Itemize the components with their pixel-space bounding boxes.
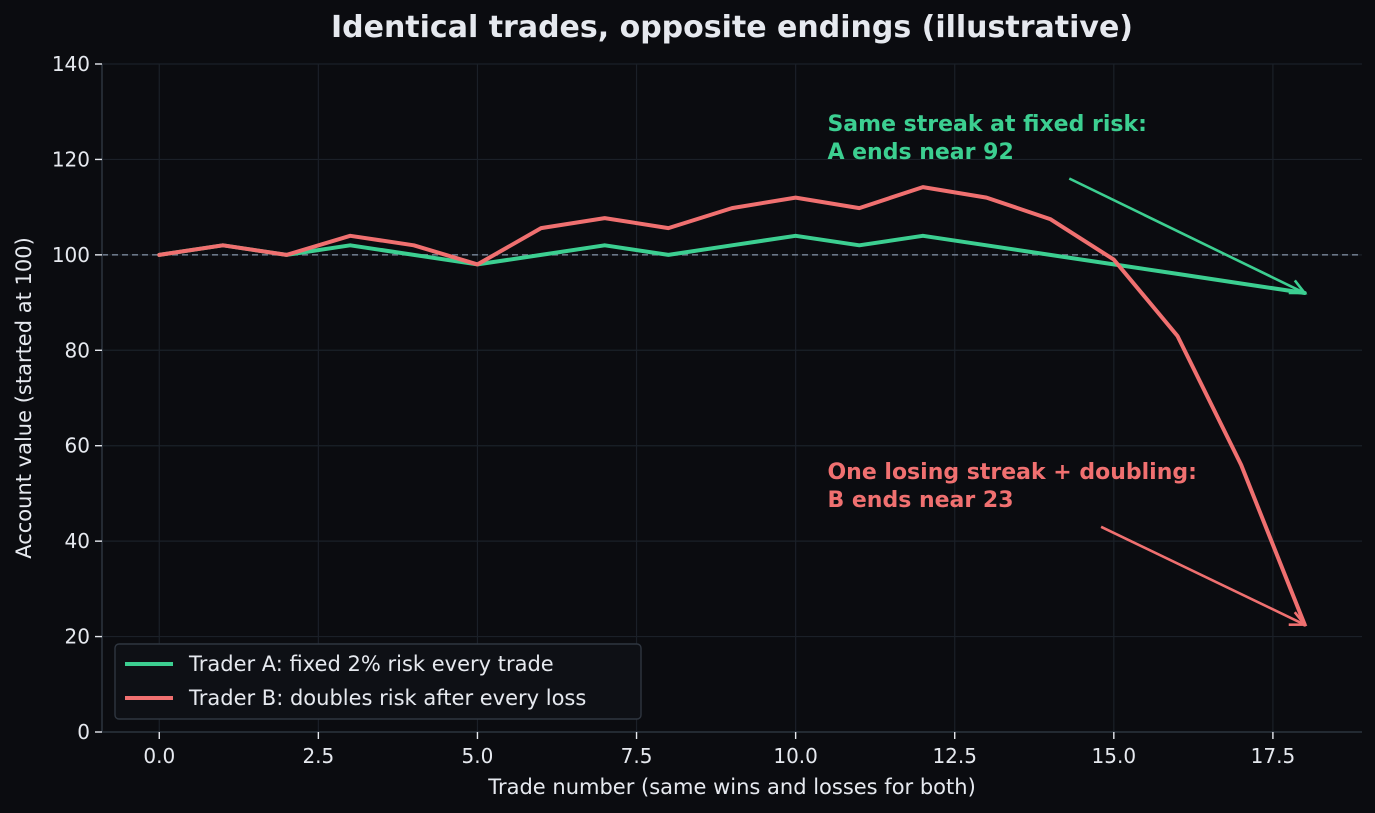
x-tick-label: 12.5	[932, 744, 977, 768]
series-line-trader-a	[157, 233, 1307, 295]
x-tick-label: 0.0	[143, 744, 175, 768]
y-tick-label: 40	[65, 529, 90, 553]
annotation-arrow-trader-b	[1100, 525, 1306, 626]
y-tick-label: 120	[52, 147, 90, 171]
annotation-text-trader-b: One losing streak + doubling:	[827, 460, 1196, 485]
y-tick-label: 140	[52, 52, 90, 76]
tick-labels: 0.0 2.5 5.0 7.5 10.0 12.5 15.0 17.5 0 20 40 60 80 100…	[52, 52, 1295, 768]
x-tick-label: 15.0	[1092, 744, 1137, 768]
annotation-arrowhead-trader-a	[1288, 279, 1308, 295]
x-tick-label: 5.0	[462, 744, 494, 768]
x-tick-label: 7.5	[621, 744, 653, 768]
chart-title: Identical trades, opposite endings (illu…	[331, 10, 1133, 45]
legend-box	[114, 643, 642, 720]
annotation-arrowhead-trader-b	[1288, 611, 1308, 626]
x-tick-label: 2.5	[302, 744, 334, 768]
y-tick-label: 100	[52, 243, 90, 267]
x-tick-label: 17.5	[1251, 744, 1296, 768]
y-tick-label: 80	[65, 338, 90, 362]
x-axis-label: Trade number (same wins and losses for b…	[487, 775, 976, 799]
legend: Trader A: fixed 2% risk every trade Trade…	[114, 643, 642, 720]
annotation-text-trader-a: A ends near 92	[827, 140, 1013, 165]
annotation-text-trader-b: B ends near 23	[827, 488, 1013, 513]
x-tick-label: 10.0	[773, 744, 818, 768]
legend-label: Trader A: fixed 2% risk every trade	[188, 652, 554, 676]
y-axis-label: Account value (started at 100)	[12, 237, 36, 559]
annotations: Same streak at fixed risk: A ends near 92…	[827, 112, 1308, 626]
y-tick-label: 20	[65, 625, 90, 649]
y-tick-label: 0	[77, 720, 90, 744]
annotation-arrow-trader-a	[1068, 177, 1306, 295]
y-tick-label: 60	[65, 434, 90, 458]
series-line-trader-b	[157, 185, 1307, 627]
annotation-text-trader-a: Same streak at fixed risk:	[827, 112, 1146, 137]
axes	[101, 64, 1362, 733]
series-lines	[157, 185, 1307, 627]
legend-label: Trader B: doubles risk after every loss	[188, 686, 586, 710]
